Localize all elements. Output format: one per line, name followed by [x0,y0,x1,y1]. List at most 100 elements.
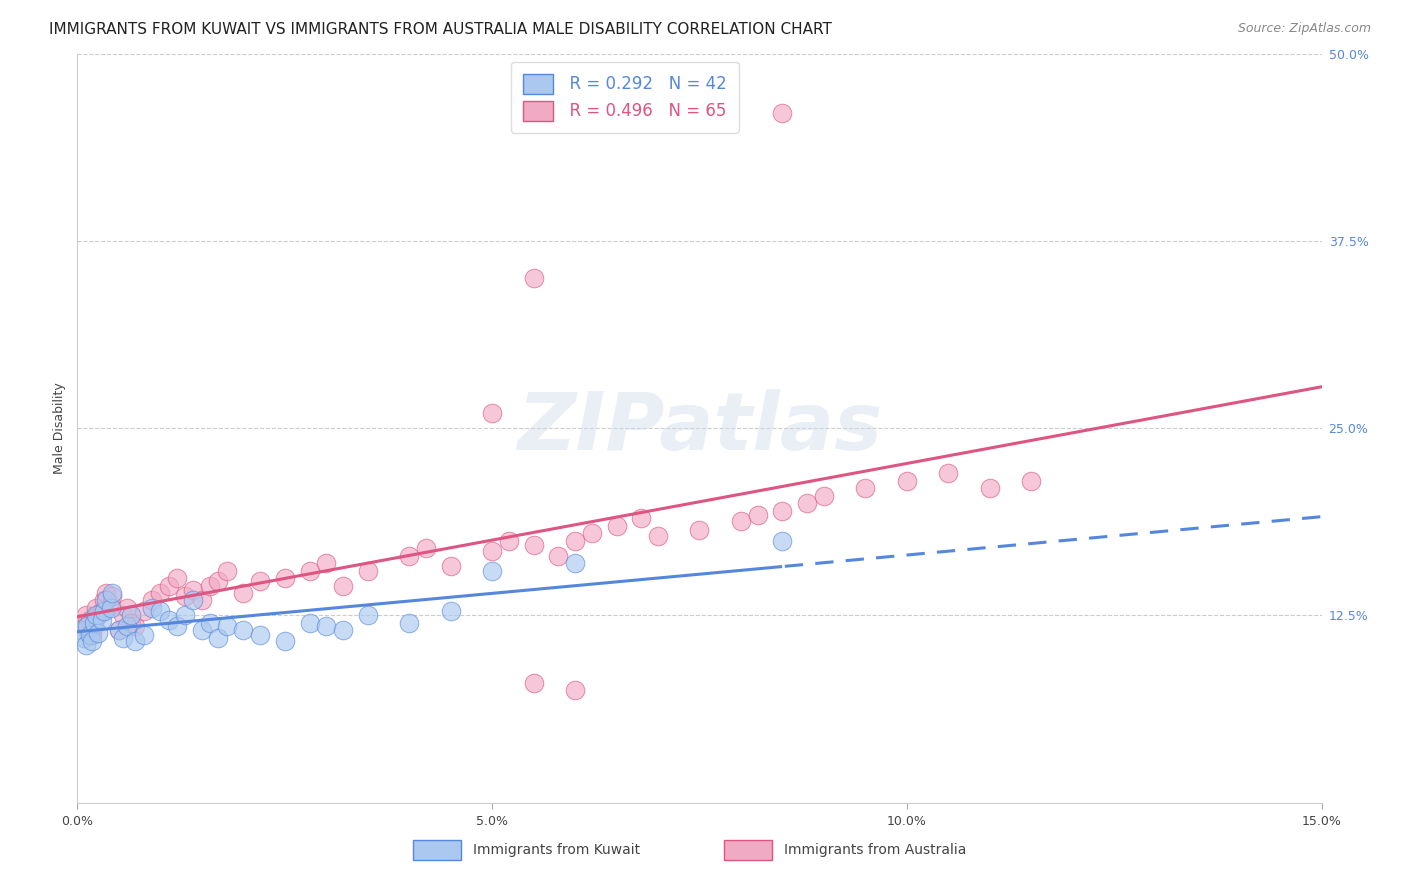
Point [124,619,146,633]
Point [1021,474,1043,488]
Text: ZIPatlas: ZIPatlas [517,389,882,467]
Point [73,619,96,633]
Point [523,538,546,552]
Point [249,574,271,588]
Point [141,601,163,615]
Point [274,634,297,648]
Point [91,613,114,627]
Text: Source: ZipAtlas.com: Source: ZipAtlas.com [1237,22,1371,36]
Point [132,628,155,642]
Point [82,628,104,642]
Point [82,634,104,648]
Point [73,631,96,645]
Point [747,508,769,522]
Point [174,589,197,603]
Point [315,619,337,633]
Point [75,608,97,623]
Point [120,608,142,623]
FancyBboxPatch shape [724,839,772,861]
Point [440,559,463,574]
Point [111,631,134,645]
Point [398,615,420,630]
Point [357,608,380,623]
Point [274,571,297,585]
Point [191,624,214,638]
Point [249,628,271,642]
Point [298,615,321,630]
Point [813,489,835,503]
Point [149,586,172,600]
Point [132,604,155,618]
Point [183,593,205,607]
Point [207,631,229,645]
Point [523,676,546,690]
Point [481,544,503,558]
Point [938,466,960,480]
Point [198,615,221,630]
Point [115,619,138,633]
Point [198,578,221,592]
Point [979,481,1001,495]
Point [440,604,463,618]
Point [523,271,546,285]
Point [357,564,380,578]
Point [83,619,105,633]
Point [76,619,98,633]
Point [157,578,180,592]
Point [581,526,603,541]
Point [93,604,115,618]
Point [100,598,122,612]
Point [564,556,586,570]
Point [332,624,354,638]
Point [564,683,586,698]
Point [772,533,794,548]
Point [332,578,354,592]
Point [772,106,794,120]
Y-axis label: Male Disability: Male Disability [53,383,66,474]
Point [79,628,101,642]
Point [298,564,321,578]
Point [83,615,105,630]
Point [101,586,124,600]
Point [108,624,131,638]
Point [108,624,131,638]
Point [606,518,628,533]
Point [100,601,122,615]
Point [215,619,238,633]
Point [174,608,197,623]
Text: Immigrants from Kuwait: Immigrants from Kuwait [472,843,640,857]
Point [564,533,586,548]
Legend:   R = 0.292   N = 42,   R = 0.496   N = 65: R = 0.292 N = 42, R = 0.496 N = 65 [510,62,738,133]
Point [87,608,110,623]
Point [215,564,238,578]
Point [115,601,138,615]
Point [796,496,818,510]
Point [183,582,205,597]
Point [647,529,669,543]
Point [79,613,101,627]
FancyBboxPatch shape [413,839,461,861]
Point [315,556,337,570]
Point [111,608,134,623]
Point [166,619,188,633]
Point [855,481,877,495]
Point [232,586,254,600]
Text: Immigrants from Australia: Immigrants from Australia [785,843,966,857]
Point [124,634,146,648]
Point [547,549,569,563]
Point [84,608,107,623]
Point [730,514,752,528]
Point [896,474,918,488]
Point [772,503,794,517]
Point [149,604,172,618]
Point [87,626,110,640]
Point [498,533,520,548]
Point [96,593,118,607]
Point [398,549,420,563]
Point [630,511,652,525]
Point [689,523,711,537]
Point [232,624,254,638]
Point [415,541,437,555]
Point [191,593,214,607]
Point [75,639,97,653]
